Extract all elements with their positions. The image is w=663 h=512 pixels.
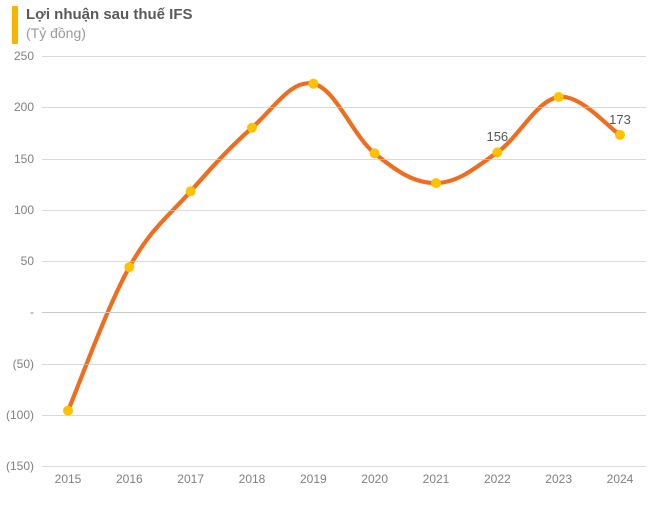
- gridline: [42, 56, 646, 57]
- gridline: [42, 107, 646, 108]
- gridline: [42, 159, 646, 160]
- plot-area: 25020015010050-(50)(100)(150)20152016201…: [42, 56, 646, 466]
- chart-title-block: Lợi nhuận sau thuế IFS (Tỷ đồng): [12, 6, 193, 44]
- gridline: [42, 415, 646, 416]
- data-point: [124, 262, 134, 272]
- x-axis-tick: 2024: [607, 472, 634, 486]
- data-label: 156: [486, 129, 508, 144]
- gridline: [42, 466, 646, 467]
- y-axis-tick: 100: [0, 203, 34, 217]
- y-axis-tick: 200: [0, 100, 34, 114]
- data-point: [370, 148, 380, 158]
- data-point: [247, 123, 257, 133]
- data-point: [308, 79, 318, 89]
- y-axis-tick: 250: [0, 49, 34, 63]
- x-axis-tick: 2021: [423, 472, 450, 486]
- x-axis-tick: 2017: [177, 472, 204, 486]
- x-axis-tick: 2020: [361, 472, 388, 486]
- data-point: [615, 130, 625, 140]
- x-axis-tick: 2018: [239, 472, 266, 486]
- data-label: 173: [609, 112, 631, 127]
- gridline: [42, 364, 646, 365]
- x-axis-tick: 2019: [300, 472, 327, 486]
- x-axis-tick: 2015: [55, 472, 82, 486]
- y-axis-tick: 50: [0, 254, 34, 268]
- y-axis-tick: (50): [0, 357, 34, 371]
- gridline: [42, 210, 646, 211]
- chart-container: Lợi nhuận sau thuế IFS (Tỷ đồng) 2502001…: [0, 0, 663, 512]
- x-axis-tick: 2023: [545, 472, 572, 486]
- data-point: [492, 147, 502, 157]
- y-axis-tick: (150): [0, 459, 34, 473]
- y-axis-tick: -: [0, 305, 34, 319]
- x-axis-tick: 2022: [484, 472, 511, 486]
- chart-title: Lợi nhuận sau thuế IFS: [26, 6, 193, 25]
- title-accent-bar: [12, 6, 18, 44]
- data-point: [431, 178, 441, 188]
- gridline: [42, 312, 646, 313]
- data-point: [554, 92, 564, 102]
- title-texts: Lợi nhuận sau thuế IFS (Tỷ đồng): [26, 6, 193, 42]
- line-series: [68, 83, 620, 410]
- data-point: [186, 186, 196, 196]
- x-axis-tick: 2016: [116, 472, 143, 486]
- y-axis-tick: 150: [0, 152, 34, 166]
- chart-subtitle: (Tỷ đồng): [26, 25, 193, 43]
- y-axis-tick: (100): [0, 408, 34, 422]
- gridline: [42, 261, 646, 262]
